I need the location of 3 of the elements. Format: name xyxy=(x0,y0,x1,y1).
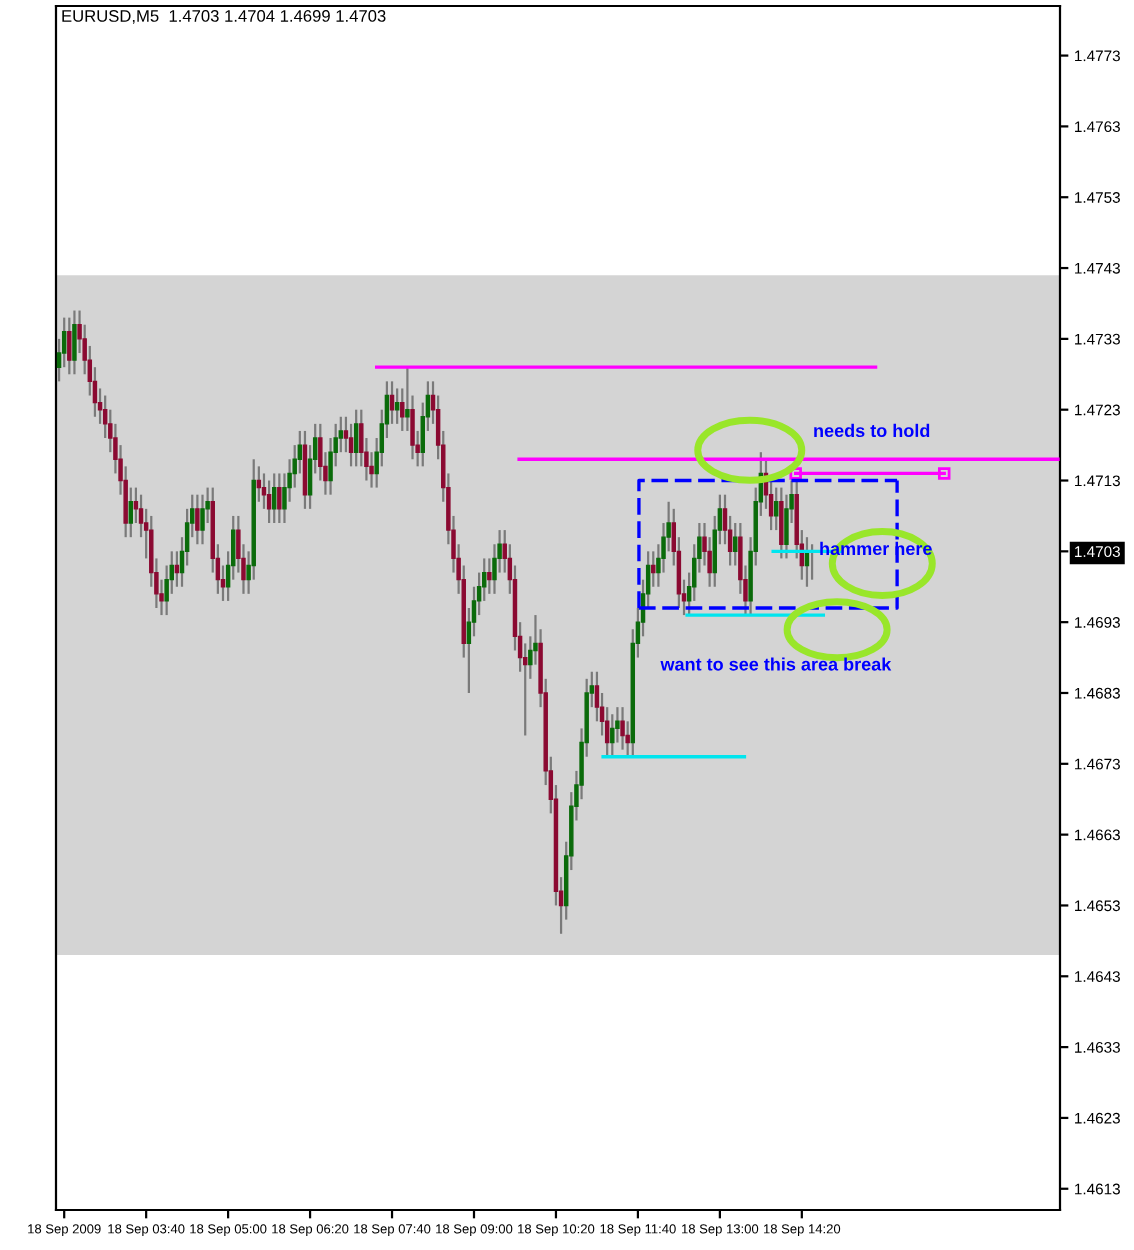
annotation: needs to hold xyxy=(814,423,930,438)
annotation: want to see this area break xyxy=(660,657,892,671)
chart-title: EURUSD,M5 1.4703 1.4704 1.4699 1.4703 xyxy=(62,10,386,24)
